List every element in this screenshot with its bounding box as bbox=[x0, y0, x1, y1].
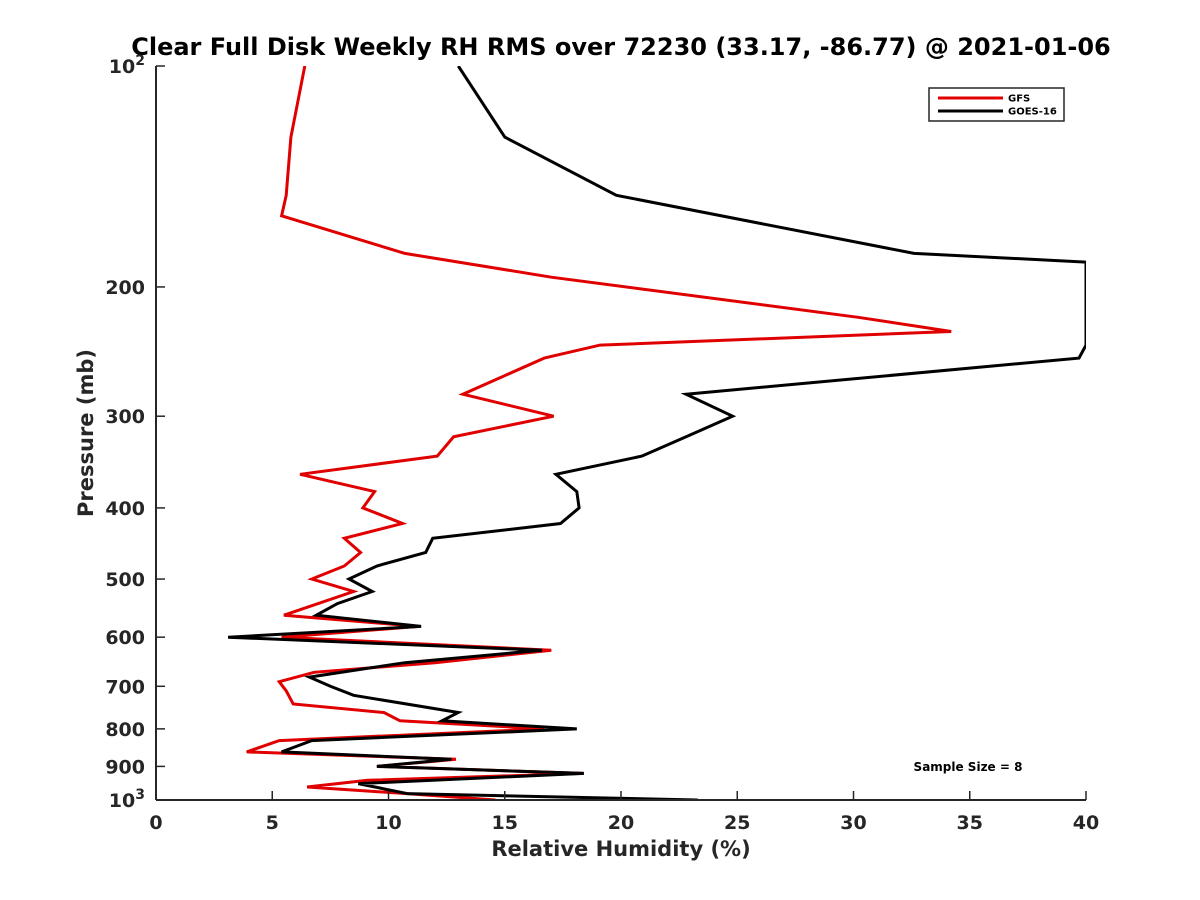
x-tick-label: 0 bbox=[149, 812, 162, 834]
y-tick-label: 600 bbox=[105, 627, 145, 649]
x-axis-label: Relative Humidity (%) bbox=[491, 837, 750, 861]
y-ticks: 102 200 300 400 500 600 700 800 900 103 bbox=[105, 53, 165, 812]
y-tick-label: 500 bbox=[105, 569, 145, 591]
y-tick-label: 900 bbox=[105, 756, 145, 778]
y-tick-label: 102 bbox=[109, 53, 145, 78]
sample-size-note: Sample Size = 8 bbox=[914, 760, 1023, 774]
legend: GFS GOES-16 bbox=[928, 87, 1065, 122]
series-line-goes16 bbox=[228, 66, 1086, 800]
y-tick-label: 103 bbox=[109, 787, 145, 812]
legend-box bbox=[928, 87, 1065, 122]
x-tick-label: 5 bbox=[266, 812, 279, 834]
y-tick-label: 400 bbox=[105, 498, 145, 520]
y-tick-label: 300 bbox=[105, 406, 145, 428]
x-tick-label: 30 bbox=[840, 812, 866, 834]
x-tick-label: 10 bbox=[375, 812, 401, 834]
y-axis-label: Pressure (mb) bbox=[74, 349, 98, 517]
y-tick-label: 800 bbox=[105, 719, 145, 741]
y-tick-label: 700 bbox=[105, 676, 145, 698]
x-tick-label: 25 bbox=[724, 812, 750, 834]
series-layer bbox=[228, 66, 1086, 800]
x-tick-label: 20 bbox=[608, 812, 634, 834]
series-line-gfs bbox=[246, 66, 952, 800]
x-tick-label: 40 bbox=[1073, 812, 1099, 834]
x-tick-label: 15 bbox=[492, 812, 518, 834]
chart-title: Clear Full Disk Weekly RH RMS over 72230… bbox=[131, 33, 1111, 61]
y-tick-label: 200 bbox=[105, 277, 145, 299]
legend-label-goes16: GOES-16 bbox=[1008, 107, 1057, 118]
x-tick-label: 35 bbox=[957, 812, 983, 834]
legend-label-gfs: GFS bbox=[1008, 94, 1030, 105]
x-ticks: 0 5 10 15 20 25 30 35 40 bbox=[149, 791, 1099, 834]
